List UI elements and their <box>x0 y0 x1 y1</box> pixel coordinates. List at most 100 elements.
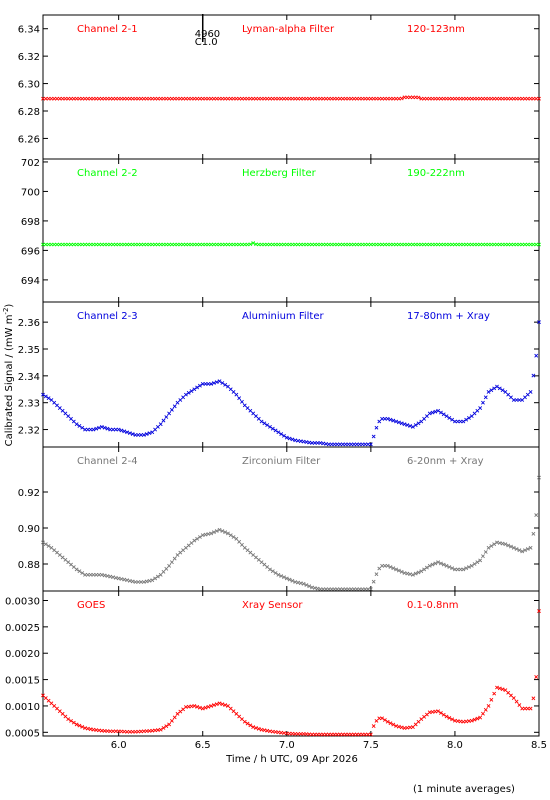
data-point <box>200 242 205 247</box>
data-point <box>254 96 258 101</box>
data-point <box>377 419 382 424</box>
data-point <box>523 706 527 711</box>
panel-frame <box>42 301 540 448</box>
data-point <box>161 569 166 574</box>
data-point <box>164 724 169 729</box>
data-point <box>511 398 516 402</box>
data-point <box>329 96 334 101</box>
data-point <box>111 96 115 101</box>
data-point <box>99 96 104 101</box>
data-point <box>511 696 516 700</box>
panel-1: 6.26 6.28 6.30 6.32 6.34 Channel 2-1 Lyman-alp… <box>18 14 541 160</box>
y-tick-label: 2.33 <box>18 399 40 410</box>
data-point <box>279 432 284 436</box>
data-point <box>360 442 365 447</box>
data-point <box>388 721 393 726</box>
data-point <box>332 442 337 447</box>
data-point <box>214 380 219 385</box>
data-point <box>472 717 477 722</box>
data-point <box>514 699 519 704</box>
data-point <box>212 530 216 535</box>
data-point <box>282 242 286 247</box>
data-series <box>41 241 541 247</box>
data-point <box>458 567 463 572</box>
data-point <box>486 704 491 708</box>
data-point <box>402 571 407 575</box>
data-point <box>231 390 236 394</box>
data-point <box>259 96 264 101</box>
data-point <box>436 709 441 714</box>
data-point <box>144 242 149 247</box>
data-point <box>99 424 104 429</box>
data-point <box>55 96 59 101</box>
data-point <box>402 422 407 427</box>
data-point <box>141 432 146 437</box>
data-point <box>332 732 337 737</box>
data-point <box>523 395 527 400</box>
data-point <box>534 513 539 518</box>
data-point <box>293 96 298 101</box>
data-point <box>324 732 328 737</box>
data-point <box>422 96 427 101</box>
panel-band-label: 0.1-0.8nm <box>407 600 459 611</box>
data-point <box>83 242 87 247</box>
data-point <box>349 242 354 247</box>
data-point <box>346 732 351 737</box>
data-point <box>500 687 505 692</box>
data-point <box>360 96 365 101</box>
data-point <box>439 410 443 415</box>
data-point <box>357 442 362 447</box>
data-point <box>88 572 93 577</box>
data-point <box>475 96 480 101</box>
data-point <box>419 569 424 574</box>
data-point <box>91 96 96 101</box>
data-point <box>511 96 516 101</box>
data-point <box>198 535 202 539</box>
data-point <box>388 417 393 422</box>
x-tick-label: 8.0 <box>447 740 463 751</box>
data-point <box>231 242 236 247</box>
data-point <box>416 95 421 100</box>
data-point <box>46 698 51 703</box>
data-point <box>531 531 536 536</box>
data-point <box>537 96 541 101</box>
data-point <box>175 400 180 405</box>
data-point <box>464 242 469 247</box>
y-tick-label: 6.30 <box>18 80 40 91</box>
data-point <box>164 242 169 247</box>
data-point <box>424 565 429 570</box>
data-point <box>329 587 334 592</box>
data-point <box>161 242 166 247</box>
data-point <box>102 242 107 247</box>
data-point <box>41 693 45 698</box>
data-point <box>108 574 113 579</box>
data-point <box>46 242 51 247</box>
data-point <box>46 96 51 101</box>
data-point <box>77 569 82 574</box>
data-point <box>226 96 230 101</box>
data-point <box>455 242 460 247</box>
data-point <box>343 732 348 737</box>
data-point <box>116 242 121 247</box>
data-point <box>472 562 477 566</box>
data-point <box>175 242 180 247</box>
data-point <box>402 242 407 247</box>
data-point <box>111 575 115 580</box>
data-point <box>307 242 312 247</box>
data-point <box>304 242 309 247</box>
data-point <box>220 242 225 247</box>
data-point <box>125 430 129 435</box>
data-point <box>130 579 135 584</box>
data-point <box>416 570 421 575</box>
data-point <box>497 686 502 691</box>
data-point <box>287 577 292 582</box>
panel-3: 2.32 2.33 2.34 2.35 2.36 Channel 2-3 Aluminium… <box>18 301 541 448</box>
panel-channel-label: Channel 2-1 <box>77 24 138 35</box>
data-point <box>133 242 138 247</box>
data-point <box>251 241 256 245</box>
data-point <box>147 431 152 436</box>
data-point <box>97 242 101 247</box>
data-point <box>531 696 536 701</box>
data-point <box>458 242 463 247</box>
data-point <box>497 242 502 247</box>
